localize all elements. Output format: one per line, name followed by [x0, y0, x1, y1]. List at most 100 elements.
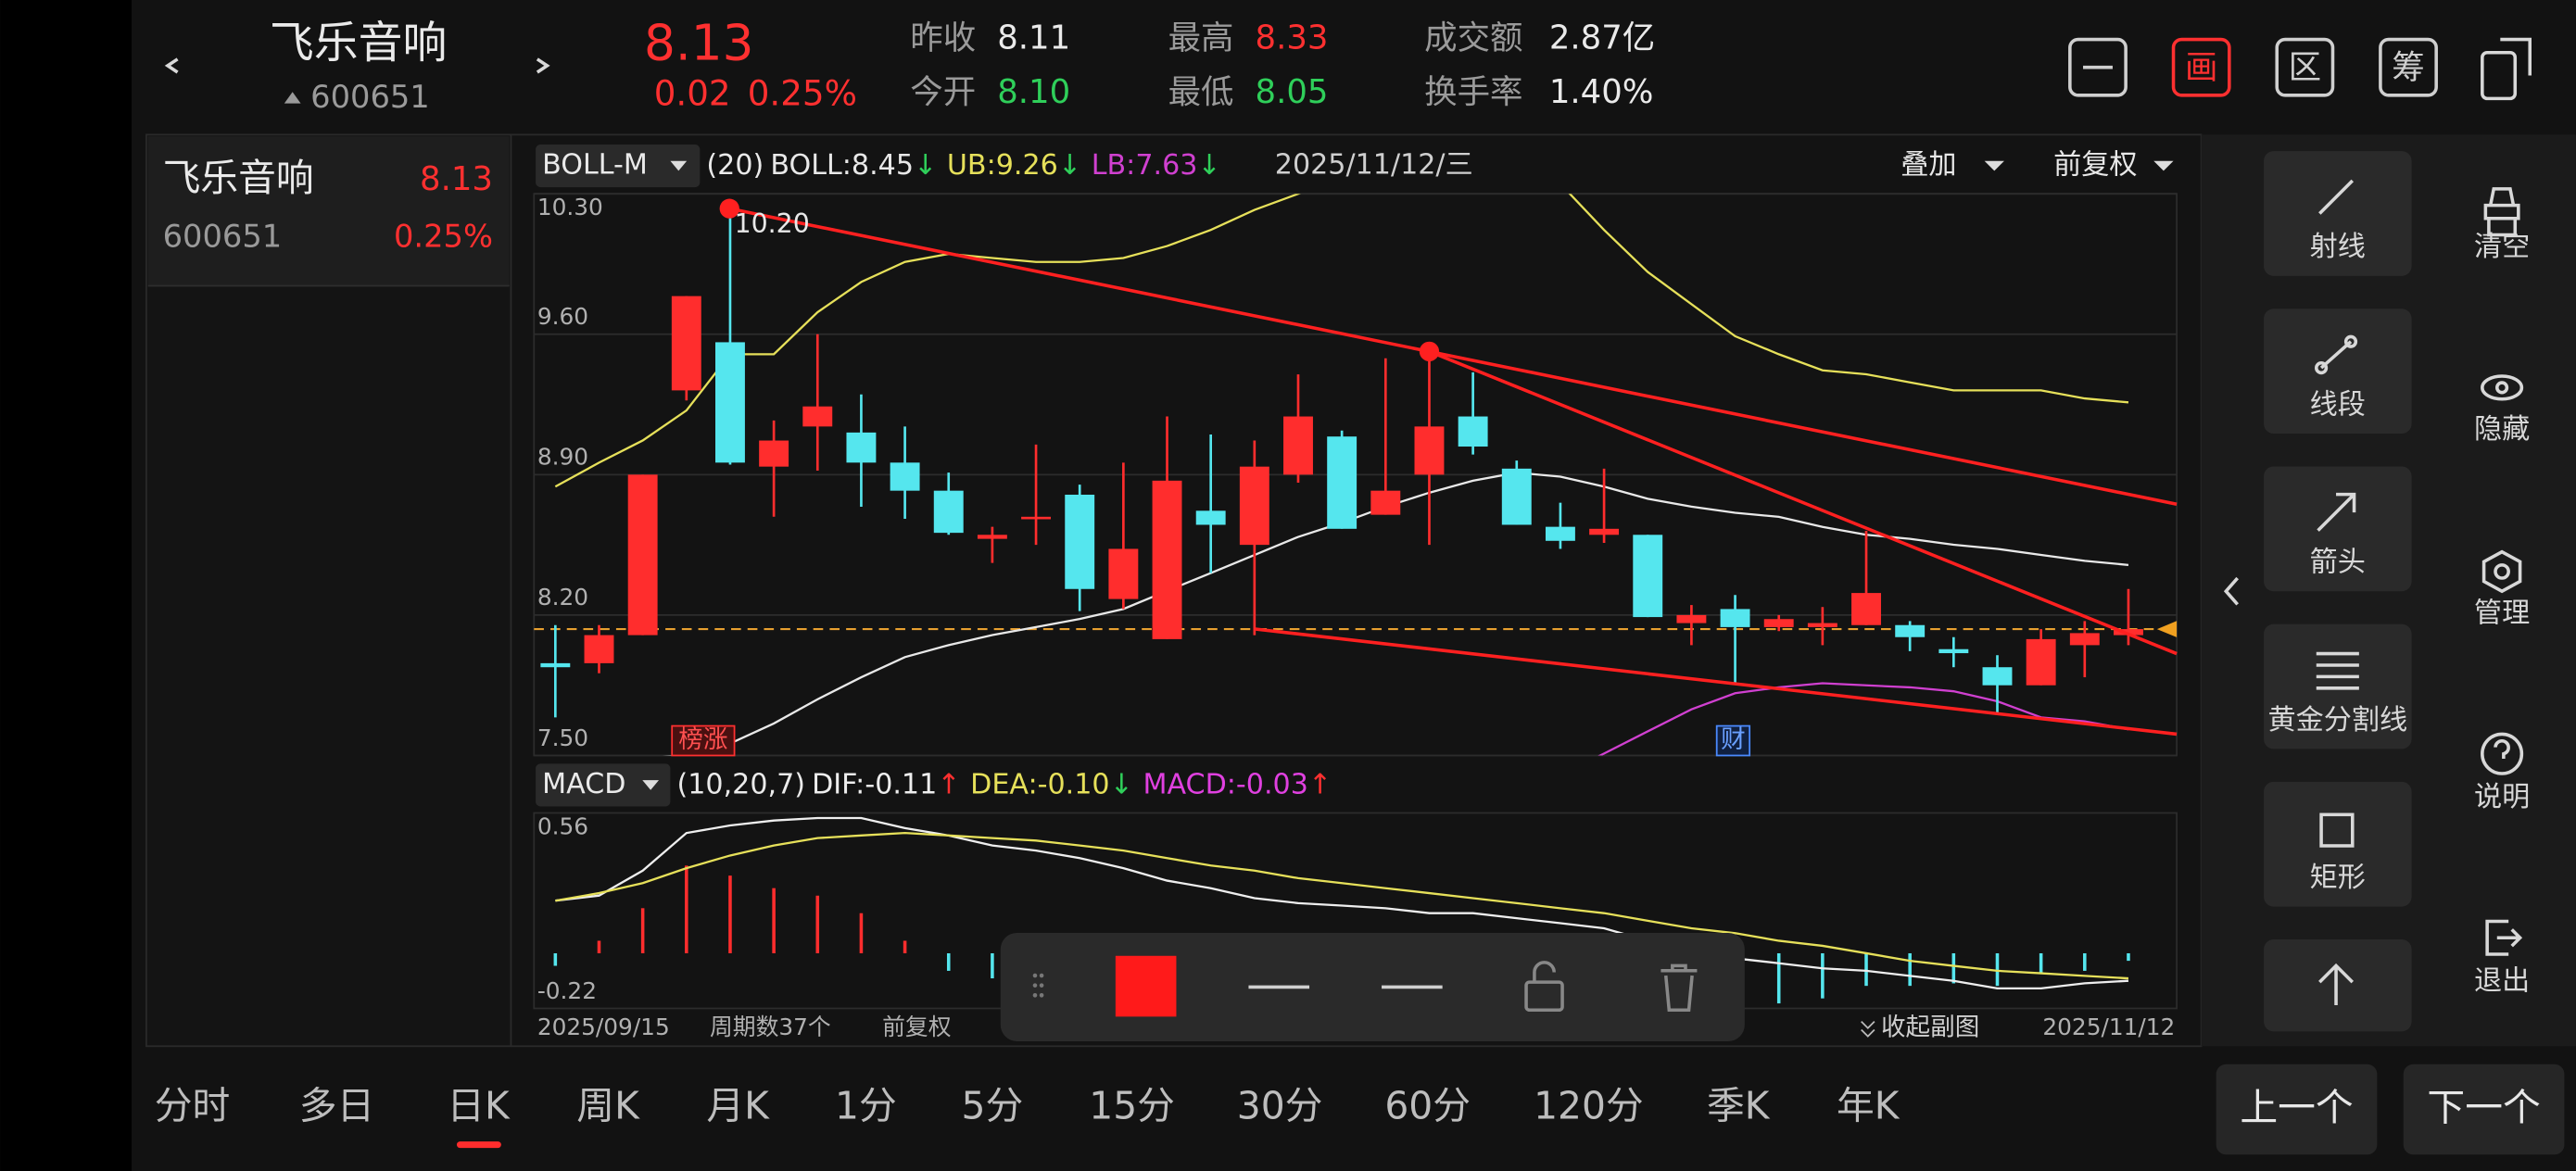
macd-bar — [815, 895, 820, 953]
lock[interactable] — [1524, 980, 1564, 1013]
candle-body — [1938, 648, 1969, 654]
tool-icon — [2319, 812, 2355, 848]
macd-line — [555, 832, 2129, 980]
watch-price: 8.13 — [420, 160, 493, 198]
watch-name: 飞乐音响 — [163, 156, 314, 200]
watch-code: 600651 — [163, 219, 283, 255]
action-label: 退出 — [2474, 965, 2530, 998]
tool-button[interactable] — [2275, 37, 2335, 97]
legend-arrow: ↓ — [1110, 768, 1133, 800]
tool-button[interactable] — [2264, 151, 2412, 276]
stat-label: 换手率 — [1424, 73, 1522, 111]
legend-entry: DIF:-0.11 — [812, 768, 937, 800]
collapse-panel[interactable] — [2223, 576, 2240, 606]
tool-button[interactable] — [2068, 37, 2128, 97]
collapse-button[interactable]: 收起副图 — [1881, 1013, 1979, 1041]
indicator: MACD — [542, 768, 625, 800]
tool-label: 筹 — [2392, 48, 2424, 86]
tool-button[interactable] — [2171, 37, 2231, 97]
nav-label: 下一个 — [2427, 1085, 2540, 1129]
macd-bar — [2039, 952, 2043, 974]
period-tab[interactable]: 分时 — [155, 1084, 231, 1128]
y-tick-label: 9.60 — [537, 303, 588, 330]
next-button[interactable] — [2403, 1064, 2565, 1155]
legend-arrow: ↓ — [1197, 149, 1220, 182]
trend-line[interactable] — [728, 207, 2178, 506]
delete[interactable] — [1661, 963, 1698, 1013]
tool-button[interactable] — [2264, 466, 2412, 592]
tool-button[interactable] — [2379, 37, 2438, 97]
period-tab[interactable]: 季K — [1707, 1084, 1771, 1128]
candle-body — [540, 662, 571, 668]
stat-value: 2.87亿 — [1549, 19, 1655, 57]
tool-label: 区 — [2289, 48, 2321, 86]
stock-name: 飞乐音响 — [270, 19, 447, 69]
macd-bar — [2127, 952, 2130, 962]
period-tab[interactable]: 1分 — [835, 1084, 897, 1128]
device-icon[interactable] — [2481, 50, 2518, 101]
candle-body — [1021, 516, 1052, 520]
tool-label: 线段 — [2310, 388, 2366, 421]
indicator-select[interactable] — [536, 145, 701, 188]
y-tick-label: 0.56 — [537, 812, 588, 839]
candle-body — [1633, 535, 1663, 618]
anchor-point[interactable] — [719, 198, 739, 219]
trend-line[interactable] — [1428, 349, 2178, 656]
action-label: 说明 — [2474, 781, 2530, 813]
macd-bar — [1821, 952, 1825, 999]
candle-body — [1152, 480, 1182, 639]
anchor-point[interactable] — [1419, 341, 1440, 362]
period-tab[interactable]: 60分 — [1384, 1084, 1471, 1128]
macd-bar — [1864, 952, 1868, 987]
action-icon[interactable] — [2483, 187, 2520, 237]
header: 飞乐音响 600651 8.13 0.02 0.25% 昨收 8.11 今开 8.10… — [164, 14, 2532, 115]
tool-button[interactable] — [2264, 623, 2412, 749]
action-icon[interactable] — [2481, 549, 2522, 594]
period-tab[interactable]: 年K — [1837, 1084, 1900, 1128]
collapse-icon — [1861, 1021, 1875, 1038]
period-tab[interactable]: 5分 — [962, 1084, 1024, 1128]
prev-stock[interactable] — [164, 57, 179, 74]
change-pct: 0.25% — [748, 72, 857, 113]
candle-body — [715, 342, 745, 463]
candle-body — [2069, 633, 2100, 646]
action-icon[interactable] — [2485, 919, 2523, 956]
overlay-button[interactable]: 叠加 — [1900, 149, 1956, 182]
next-stock[interactable] — [536, 57, 550, 74]
candle-body — [2026, 638, 2056, 686]
stat-label: 今开 — [910, 73, 976, 111]
trend-line[interactable] — [1255, 627, 2178, 737]
period-tab[interactable]: 多日 — [299, 1084, 375, 1128]
period-tab[interactable]: 30分 — [1237, 1084, 1323, 1128]
period-tab[interactable]: 月K — [706, 1084, 770, 1128]
indicator-select[interactable] — [536, 763, 671, 807]
stat-value: 8.05 — [1256, 73, 1329, 111]
action-icon[interactable] — [2481, 374, 2524, 401]
legend-entry: LB:7.63 — [1092, 149, 1198, 182]
period-tabs: 分时 多日 日K 周K 月K 1分 5分 15分 30分 60分 120分 季K 年K — [155, 1084, 1900, 1128]
action-label: 清空 — [2474, 231, 2530, 263]
boll-line — [554, 194, 2129, 488]
change: 0.02 — [654, 72, 731, 113]
drawings — [719, 198, 2178, 737]
period-tab[interactable]: 15分 — [1089, 1084, 1175, 1128]
prev-button[interactable] — [2216, 1064, 2378, 1155]
side-actions: 清空 隐藏 管理 说明 退出 — [2474, 187, 2530, 998]
candle-body — [584, 635, 614, 663]
dropdown-icon — [642, 780, 660, 790]
annotation: 财 — [1721, 725, 1746, 754]
tool-icon — [2343, 334, 2358, 348]
grip[interactable] — [1032, 973, 1044, 998]
legend-entry: UB:9.26 — [947, 149, 1058, 182]
color-swatch[interactable] — [1115, 955, 1177, 1017]
period-tab[interactable]: 日K — [447, 1084, 511, 1128]
tool-button[interactable] — [2264, 308, 2412, 434]
watchlist-item[interactable] — [147, 136, 510, 286]
period-tab[interactable]: 120分 — [1534, 1084, 1644, 1128]
candle-body — [1239, 466, 1269, 546]
adjust-button[interactable]: 前复权 — [2053, 149, 2137, 182]
period-tab[interactable]: 周K — [576, 1084, 640, 1128]
tool-icon — [2318, 963, 2355, 1005]
action-icon[interactable] — [2481, 732, 2524, 775]
action-icon — [2494, 563, 2510, 580]
